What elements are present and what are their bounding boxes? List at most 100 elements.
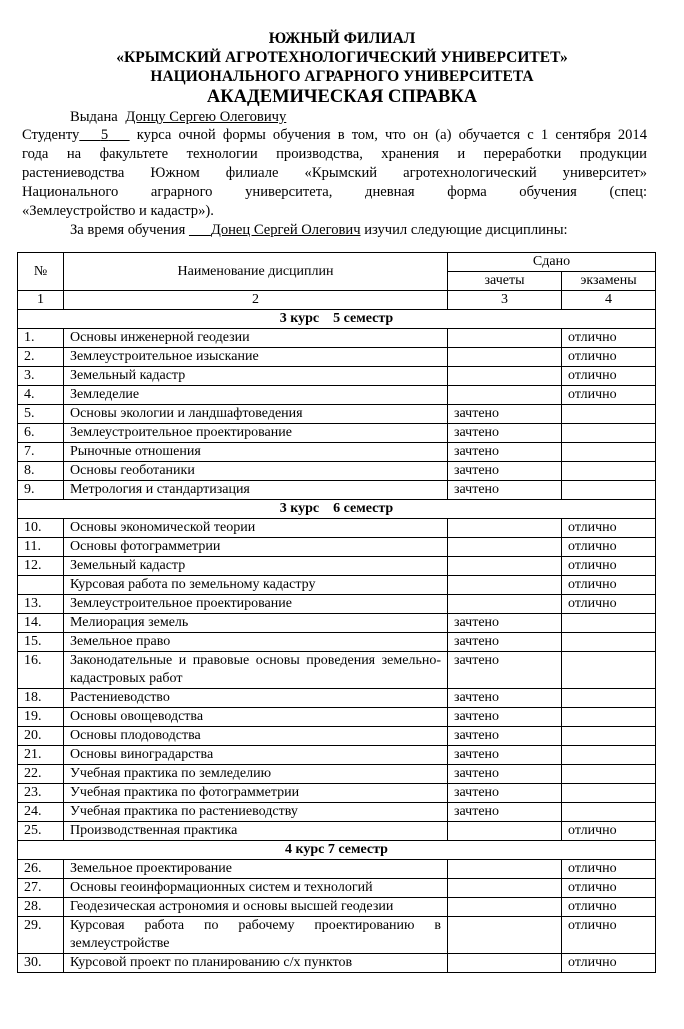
row-number: 20. <box>17 726 64 746</box>
row-number: 1. <box>17 328 64 348</box>
table-row: 27. Основы геоинформационных систем и тех… <box>17 878 656 898</box>
row-number: 30. <box>17 953 64 973</box>
credit-result: зачтено <box>447 632 562 652</box>
credit-result <box>447 556 562 576</box>
discipline-name: Курсовая работа по земельному кадастру <box>63 575 448 595</box>
exam-result: отлично <box>561 366 656 386</box>
credit-result <box>447 878 562 898</box>
exam-result <box>561 745 656 765</box>
row-number: 10. <box>17 518 64 538</box>
row-number: 7. <box>17 442 64 462</box>
table-row: 20. Основы плодоводства зачтено <box>17 726 656 746</box>
table-row: 14. Мелиорация земель зачтено <box>17 613 656 633</box>
semester-row: 3 курс 6 семестр <box>17 499 656 519</box>
credit-result <box>447 328 562 348</box>
document-title: АКАДЕМИЧЕСКАЯ СПРАВКА <box>206 87 478 107</box>
table-row: 10. Основы экономической теории отлично <box>17 518 656 538</box>
credit-result: зачтено <box>447 461 562 481</box>
discipline-name: Земельное проектирование <box>63 859 448 879</box>
table-row: 6. Землеустроительное проектирование зачте… <box>17 423 656 443</box>
row-number: 26. <box>17 859 64 879</box>
row-number: 22. <box>17 764 64 784</box>
credit-result: зачтено <box>447 802 562 822</box>
disciplines-table: № Наименование дисциплин Сдано зачеты эк… <box>17 252 656 973</box>
credit-result: зачтено <box>447 404 562 424</box>
table-row: 24. Учебная практика по растениеводству за… <box>17 802 656 822</box>
table-row: 25. Производственная практика отлично <box>17 821 656 841</box>
exam-result <box>561 461 656 481</box>
exam-result: отлично <box>561 347 656 367</box>
col-passed-header: Сдано <box>447 252 656 272</box>
table-row: 23. Учебная практика по фотограмметрии зач… <box>17 783 656 803</box>
discipline-name: Основы плодоводства <box>63 726 448 746</box>
discipline-name: Учебная практика по фотограмметрии <box>63 783 448 803</box>
exam-result: отлично <box>561 897 656 917</box>
row-number: 25. <box>17 821 64 841</box>
issued-line: Выдана Донцу Сергею Олеговичу <box>70 108 613 127</box>
table-row: 18. Растениеводство зачтено <box>17 688 656 708</box>
credit-result: зачтено <box>447 480 562 500</box>
exam-result <box>561 726 656 746</box>
discipline-name: Учебная практика по растениеводству <box>63 802 448 822</box>
row-number: 24. <box>17 802 64 822</box>
exam-result: отлично <box>561 859 656 879</box>
semester-row: 4 курс 7 семестр <box>17 840 656 860</box>
exam-result: отлично <box>561 594 656 614</box>
row-number: 6. <box>17 423 64 443</box>
exam-result <box>561 442 656 462</box>
exam-result: отлично <box>561 556 656 576</box>
exam-result: отлично <box>561 385 656 405</box>
exam-result <box>561 423 656 443</box>
row-number: 29. <box>17 916 64 954</box>
header-line-2: «КРЫМСКИЙ АГРОТЕХНОЛОГИЧЕСКИЙ УНИВЕРСИТЕ… <box>116 49 568 66</box>
discipline-name: Законодательные и правовые основы провед… <box>63 651 448 689</box>
discipline-name: Основы геоботаники <box>63 461 448 481</box>
col-number: 3 <box>447 290 562 310</box>
exam-result <box>561 613 656 633</box>
discipline-name: Рыночные отношения <box>63 442 448 462</box>
exam-result <box>561 651 656 689</box>
credit-result: зачтено <box>447 651 562 689</box>
credit-result <box>447 953 562 973</box>
row-number <box>17 575 64 595</box>
row-number: 11. <box>17 537 64 557</box>
body-line-6: За время обучения Донец Сергей Олегович … <box>70 221 568 240</box>
discipline-name: Курсовой проект по планированию с/х пунк… <box>63 953 448 973</box>
col-number: 4 <box>561 290 656 310</box>
exam-result: отлично <box>561 328 656 348</box>
row-number: 8. <box>17 461 64 481</box>
student-label: Студенту <box>22 127 80 143</box>
row-number: 19. <box>17 707 64 727</box>
row-number: 15. <box>17 632 64 652</box>
exam-result <box>561 632 656 652</box>
credit-result <box>447 916 562 954</box>
discipline-name: Основы экологии и ландшафтоведения <box>63 404 448 424</box>
table-row: 9. Метрология и стандартизация зачтено <box>17 480 656 500</box>
header-line-1: ЮЖНЫЙ ФИЛИАЛ <box>268 30 416 47</box>
header-line-3: НАЦИОНАЛЬНОГО АГРАРНОГО УНИВЕРСИТЕТА <box>150 68 534 85</box>
credit-result: зачтено <box>447 442 562 462</box>
exam-result <box>561 404 656 424</box>
row-number: 4. <box>17 385 64 405</box>
table-row: 5. Основы экологии и ландшафтоведения зачт… <box>17 404 656 424</box>
row-number: 23. <box>17 783 64 803</box>
credit-result <box>447 821 562 841</box>
discipline-name: Производственная практика <box>63 821 448 841</box>
exam-result: отлично <box>561 821 656 841</box>
credit-result <box>447 897 562 917</box>
exam-result <box>561 480 656 500</box>
discipline-name: Основы овощеводства <box>63 707 448 727</box>
exam-result <box>561 688 656 708</box>
credit-result <box>447 859 562 879</box>
exam-result <box>561 707 656 727</box>
col-num-header: № <box>17 252 64 291</box>
semester-label: 3 курс 6 семестр <box>17 499 656 519</box>
semester-label: 4 курс 7 семестр <box>17 840 656 860</box>
row-number: 12. <box>17 556 64 576</box>
exam-result: отлично <box>561 575 656 595</box>
study-text: изучил следующие дисциплины: <box>364 222 568 238</box>
row-number: 14. <box>17 613 64 633</box>
discipline-name: Земледелие <box>63 385 448 405</box>
table-row: 4. Земледелие отлично <box>17 385 656 405</box>
table-row: 7. Рыночные отношения зачтено <box>17 442 656 462</box>
